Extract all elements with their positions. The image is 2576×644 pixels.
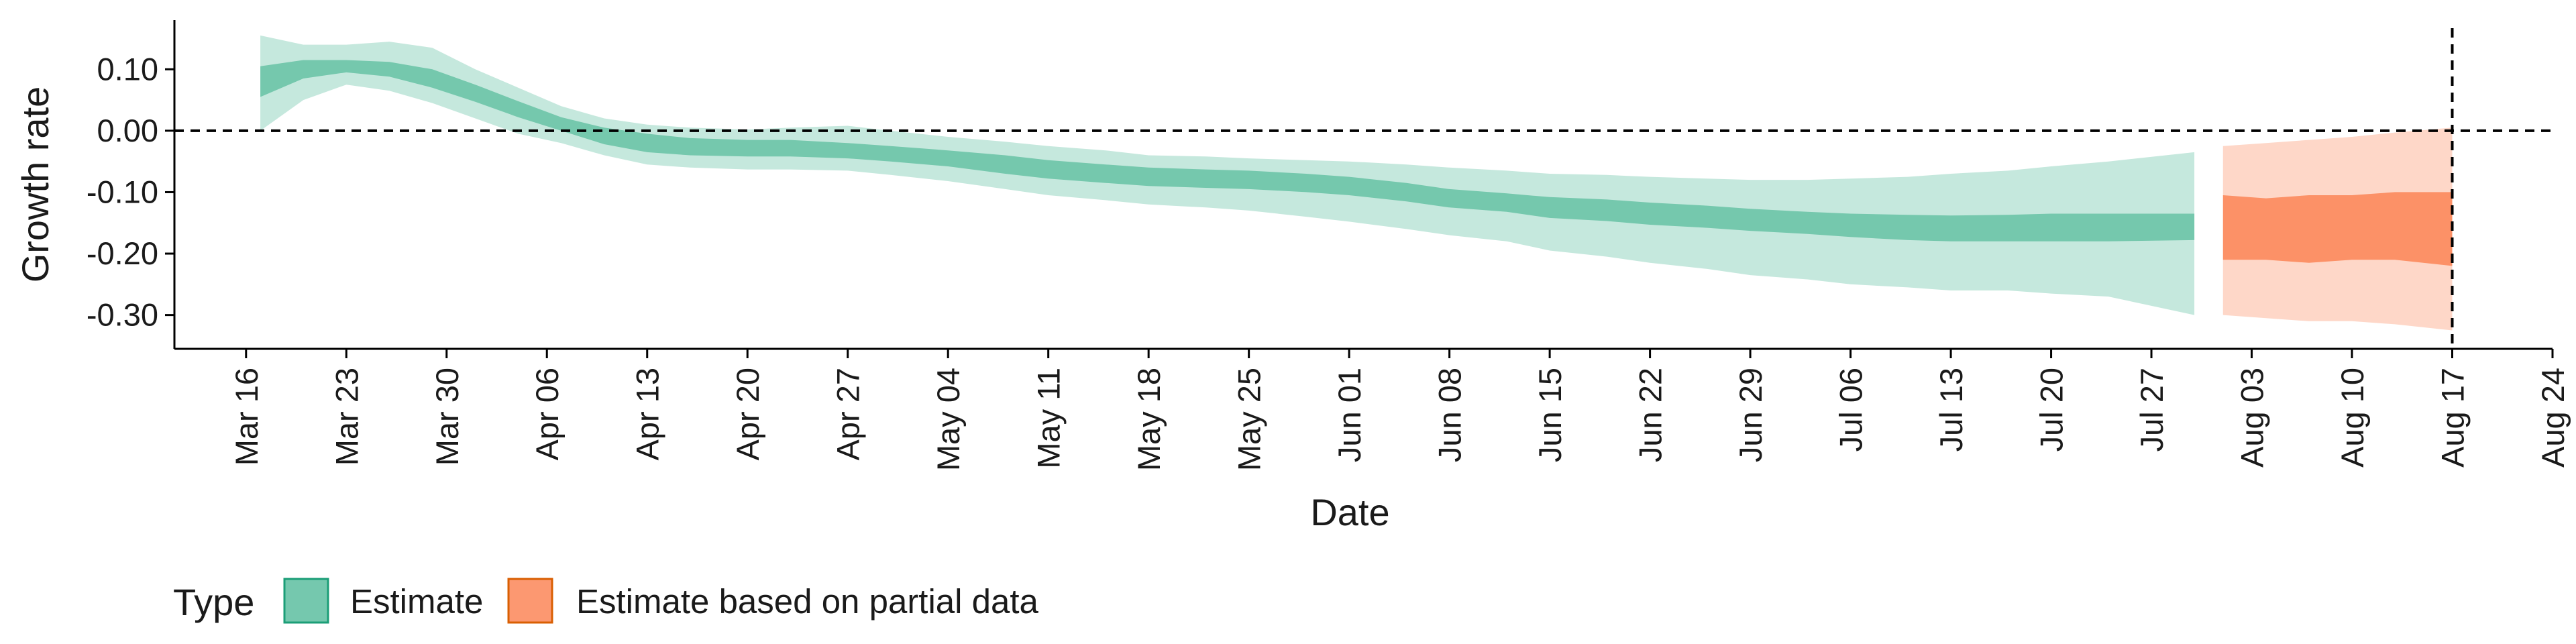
x-tick-label: Jul 06 xyxy=(1833,368,1869,451)
x-tick-label: Jun 22 xyxy=(1633,368,1668,462)
y-axis-title: Growth rate xyxy=(14,87,56,283)
x-tick-label: Jun 01 xyxy=(1332,368,1367,462)
y-tick-label: 0.10 xyxy=(97,51,158,87)
x-tick-label: Mar 23 xyxy=(329,368,364,466)
legend-title: Type xyxy=(173,581,254,623)
legend-swatch-estimate xyxy=(283,578,329,624)
x-tick-label: Mar 16 xyxy=(229,368,264,466)
x-tick-label: May 25 xyxy=(1232,368,1267,471)
estimate-inner-band xyxy=(260,60,2195,241)
x-tick-label: Apr 06 xyxy=(529,368,565,460)
partial-inner-band xyxy=(2222,192,2453,266)
x-tick-label: Jun 29 xyxy=(1733,368,1768,462)
reference-lines xyxy=(174,28,2553,349)
x-tick-label: Apr 13 xyxy=(630,368,665,460)
x-tick-label: May 18 xyxy=(1131,368,1167,471)
y-tick-label: -0.10 xyxy=(87,174,158,209)
x-tick-label: Jun 08 xyxy=(1432,368,1468,462)
x-tick-label: Jun 15 xyxy=(1532,368,1568,462)
x-tick-label: Aug 03 xyxy=(2235,368,2270,468)
legend-swatch-partial xyxy=(507,578,553,624)
x-tick-label: Apr 20 xyxy=(730,368,765,460)
x-tick-label: Jul 27 xyxy=(2134,368,2169,451)
legend-label-estimate: Estimate xyxy=(350,582,483,621)
y-tick-label: -0.30 xyxy=(87,297,158,333)
x-tick-label: Jul 20 xyxy=(2034,368,2070,451)
legend-label-partial: Estimate based on partial data xyxy=(576,582,1039,621)
x-tick-label: Aug 10 xyxy=(2334,368,2370,468)
ribbons xyxy=(260,35,2453,331)
axes: 0.10 0.00 -0.10 -0.20 -0.30 Mar 16 Mar 23 Mar 3… xyxy=(87,20,2571,471)
y-tick-label: 0.00 xyxy=(97,113,158,148)
x-axis-title: Date xyxy=(1310,491,1389,533)
x-tick-label: Apr 27 xyxy=(830,368,866,460)
x-tick-label: Mar 30 xyxy=(429,368,465,466)
x-tick-label: May 04 xyxy=(930,368,966,471)
x-tick-label: Aug 24 xyxy=(2535,368,2571,468)
x-tick-label: Aug 17 xyxy=(2435,368,2471,468)
y-tick-label: -0.20 xyxy=(87,235,158,271)
legend: Type Estimate Estimate based on partial d… xyxy=(173,578,1039,624)
x-tick-label: Jul 13 xyxy=(1933,368,1969,451)
x-tick-label: May 11 xyxy=(1031,368,1067,469)
